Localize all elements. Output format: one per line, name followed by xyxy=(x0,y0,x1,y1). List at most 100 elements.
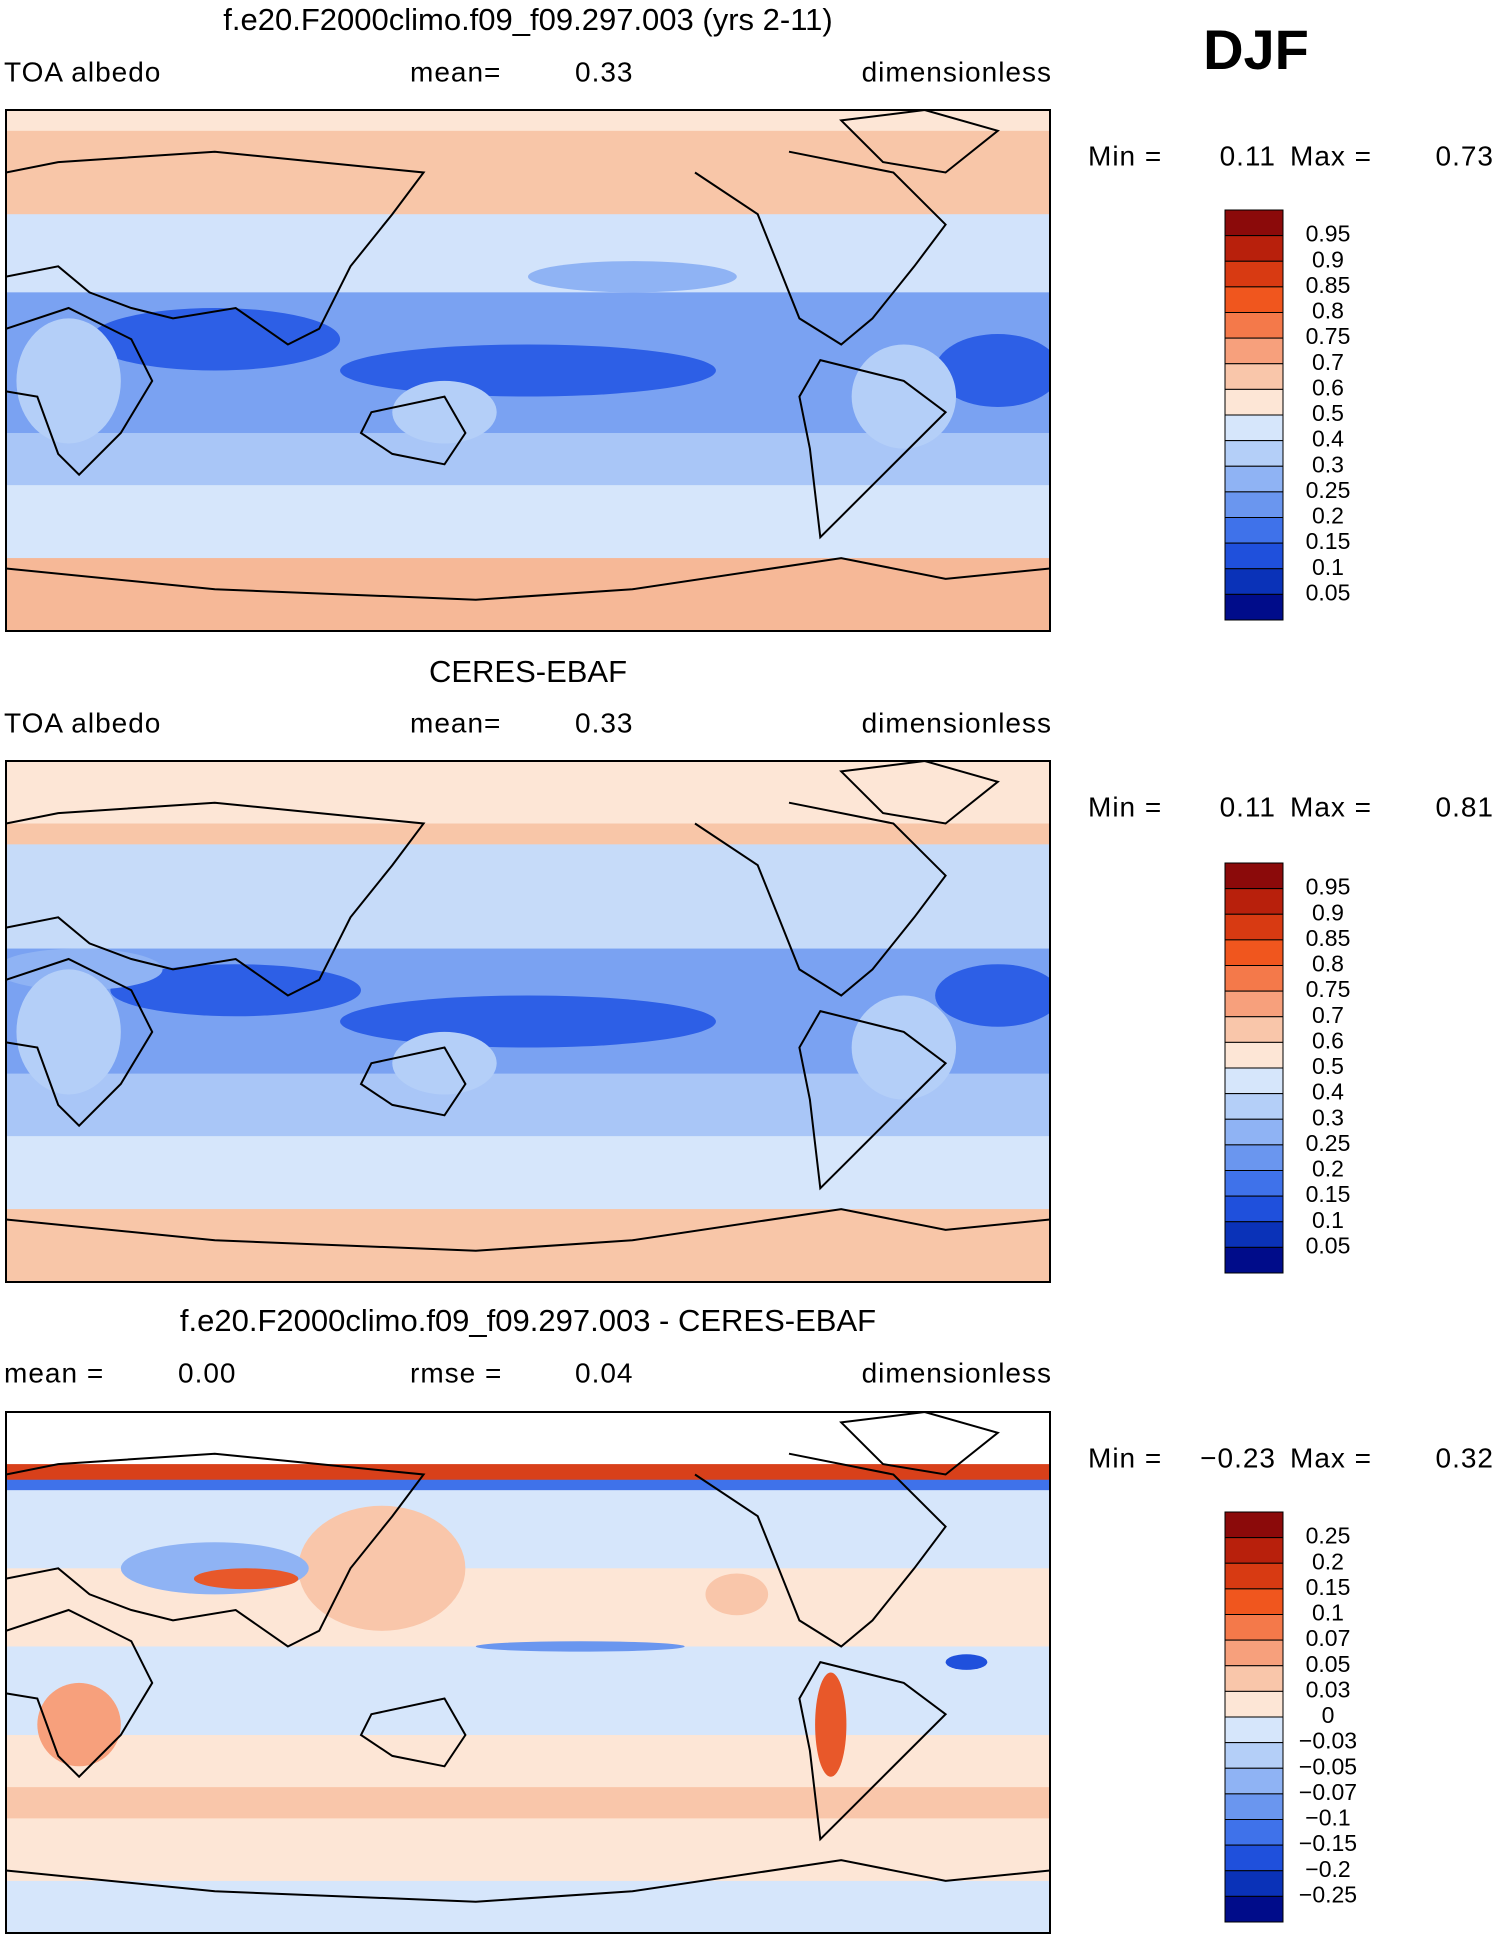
coastline xyxy=(6,1608,154,1779)
colorbar-label: 0.95 xyxy=(1306,874,1351,900)
colorbar-label: 0 xyxy=(1322,1702,1335,1728)
colorbar-box xyxy=(1224,1093,1284,1120)
max-value: 0.32 xyxy=(1436,1442,1495,1473)
colorbar-box xyxy=(1224,1511,1284,1539)
min-value: −0.23 xyxy=(1200,1442,1276,1473)
colorbar-label: 0.75 xyxy=(1306,976,1351,1002)
center-label: rmse = xyxy=(410,1357,502,1388)
colorbar-box xyxy=(1224,312,1284,339)
min-label: Min = xyxy=(1088,140,1162,171)
map-frame xyxy=(5,1411,1051,1934)
colorbar-label: −0.03 xyxy=(1299,1728,1357,1754)
colorbar-box xyxy=(1224,1067,1284,1095)
colorbar-label: 0.3 xyxy=(1312,1104,1344,1130)
colorbar-box xyxy=(1224,235,1284,262)
colorbar-label: 0.4 xyxy=(1312,1079,1344,1105)
colorbar-box xyxy=(1224,593,1284,621)
contour-band xyxy=(6,1209,1050,1282)
contour-blob xyxy=(37,1682,121,1767)
coastline xyxy=(359,1697,467,1768)
colorbar-box xyxy=(1224,1639,1284,1667)
colorbar-label: 0.7 xyxy=(1312,1002,1344,1028)
center-label: mean= xyxy=(410,707,501,738)
colorbar-box xyxy=(1224,1118,1284,1146)
contour-band xyxy=(6,1880,1050,1933)
coastline xyxy=(6,1452,426,1648)
colorbar-box xyxy=(1224,440,1284,467)
colorbar-box xyxy=(1224,939,1284,966)
min-value: 0.11 xyxy=(1220,140,1276,171)
coastline xyxy=(798,358,948,540)
contour-blob xyxy=(392,380,497,444)
colorbar-box xyxy=(1224,913,1284,941)
colorbar-box xyxy=(1224,286,1284,313)
contour-blob xyxy=(16,969,121,1095)
colorbar-label: 0.15 xyxy=(1306,1181,1351,1207)
contour-blob xyxy=(935,964,1050,1027)
coastline xyxy=(798,1660,948,1842)
colorbar-box xyxy=(1224,1742,1284,1769)
left-label: TOA albedo xyxy=(4,707,161,738)
right-label: dimensionless xyxy=(862,1357,1052,1388)
contour-blob xyxy=(815,1672,847,1777)
colorbar-box xyxy=(1224,1895,1284,1923)
colorbar-box xyxy=(1224,542,1284,570)
colorbar-box xyxy=(1224,1195,1284,1223)
min-value: 0.11 xyxy=(1220,791,1276,822)
colorbar-label: 0.5 xyxy=(1312,400,1344,426)
coastline xyxy=(798,1009,948,1191)
colorbar-label: 0.05 xyxy=(1306,1232,1351,1258)
contour-band xyxy=(6,130,1050,216)
coastline xyxy=(359,395,467,466)
colorbar-box xyxy=(1224,209,1284,237)
colorbar-box xyxy=(1224,1844,1284,1872)
coastline xyxy=(694,1452,947,1648)
colorbar-label: 0.2 xyxy=(1312,1156,1344,1182)
colorbar-box xyxy=(1224,1690,1284,1718)
panel-title: CERES-EBAF xyxy=(429,654,627,689)
contour-blob xyxy=(851,995,957,1100)
colorbar-box xyxy=(1224,337,1284,365)
panel-title: f.e20.F2000climo.f09_f09.297.003 (yrs 2-… xyxy=(223,2,832,37)
coastline xyxy=(6,1859,1050,1903)
contour-blob xyxy=(193,1568,299,1590)
season-label: DJF xyxy=(1203,18,1309,81)
contour-band xyxy=(6,1136,1050,1211)
coastline xyxy=(694,150,947,346)
colorbar-label: 0.3 xyxy=(1312,451,1344,477)
colorbar-box xyxy=(1224,1588,1284,1615)
map-frame xyxy=(5,109,1051,632)
center-value: 0.33 xyxy=(575,707,634,738)
colorbar-label: 0.4 xyxy=(1312,426,1344,452)
colorbar-box xyxy=(1224,1793,1284,1820)
max-value: 0.73 xyxy=(1436,140,1495,171)
colorbar-box xyxy=(1224,1870,1284,1897)
colorbar-label: 0.85 xyxy=(1306,925,1351,951)
colorbar-label: 0.75 xyxy=(1306,323,1351,349)
colorbar-box xyxy=(1224,363,1284,390)
colorbar-label: 0.8 xyxy=(1312,951,1344,977)
contour-blob xyxy=(945,1654,988,1670)
colorbar-box xyxy=(1224,517,1284,544)
center-value: 0.33 xyxy=(575,56,634,87)
panel: CERES-EBAF TOA albedo mean= 0.33 dimensionle… xyxy=(4,654,1493,1283)
colorbar-label: 0.1 xyxy=(1312,1207,1344,1233)
panel: f.e20.F2000climo.f09_f09.297.003 - CERES… xyxy=(4,1303,1495,1934)
colorbar-box xyxy=(1224,1537,1284,1564)
colorbar-label: 0.2 xyxy=(1312,503,1344,529)
map xyxy=(6,1412,1050,1933)
contour-band xyxy=(6,823,1050,846)
colorbar-box xyxy=(1224,1614,1284,1641)
contour-blob xyxy=(851,344,957,449)
coastline xyxy=(6,801,426,997)
coastline xyxy=(839,1412,1000,1476)
contour-band xyxy=(6,1464,1050,1481)
min-label: Min = xyxy=(1088,1442,1162,1473)
colorbar-box xyxy=(1224,1767,1284,1795)
map xyxy=(6,761,1050,1282)
colorbar-box xyxy=(1224,491,1284,518)
colorbar-label: 0.15 xyxy=(1306,1574,1351,1600)
contour-blob xyxy=(298,1505,466,1631)
colorbar-box xyxy=(1224,1716,1284,1744)
